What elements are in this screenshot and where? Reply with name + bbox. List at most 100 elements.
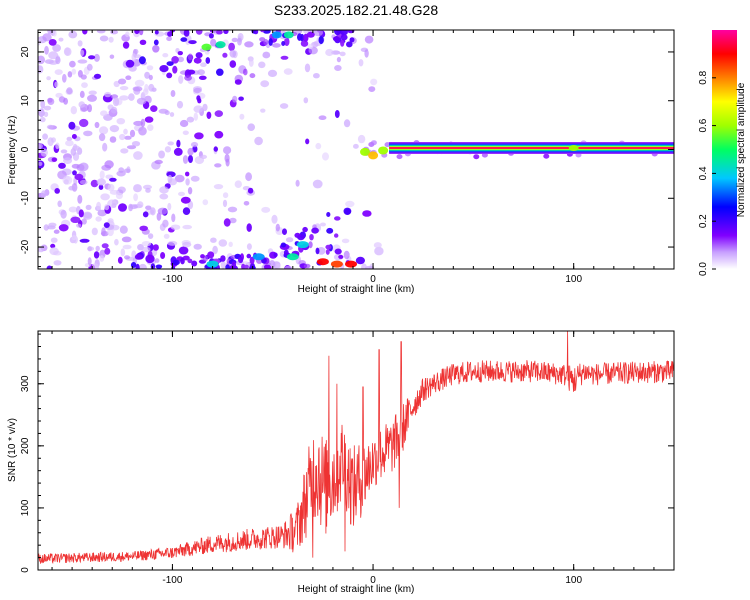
edge-blob <box>325 244 332 250</box>
noise-blob <box>214 130 224 139</box>
noise-blob <box>154 159 163 165</box>
noise-blob <box>341 238 350 244</box>
edge-blob <box>325 249 330 255</box>
noise-blob <box>284 37 290 46</box>
edge-blob <box>281 41 286 46</box>
noise-blob <box>77 194 83 204</box>
noise-blob <box>120 248 126 257</box>
noise-blob <box>91 227 98 236</box>
noise-blob <box>170 90 176 97</box>
noise-blob <box>322 152 329 161</box>
edge-blob <box>225 264 230 269</box>
snr-series-line <box>38 331 674 564</box>
noise-blob <box>104 204 110 211</box>
noise-blob <box>336 56 341 63</box>
snr-x-tick-label: 0 <box>370 575 376 586</box>
noise-blob <box>303 97 309 104</box>
noise-blob <box>283 68 293 75</box>
noise-blob <box>339 51 346 57</box>
noise-blob <box>197 69 205 76</box>
line-halo-blob <box>543 153 550 159</box>
noise-blob <box>99 126 109 135</box>
noise-blob <box>307 43 314 50</box>
figure-title: S233.2025.182.21.48.G28 <box>274 2 438 18</box>
noise-blob <box>318 115 327 120</box>
noise-blob <box>50 243 56 249</box>
noise-blob <box>38 246 45 253</box>
noise-blob <box>247 123 255 131</box>
noise-blob <box>90 179 99 188</box>
spectrogram-y-tick-label: 20 <box>20 46 31 58</box>
noise-blob <box>173 147 183 156</box>
noise-blob <box>154 258 160 263</box>
noise-blob <box>69 60 76 68</box>
noise-blob <box>44 45 49 55</box>
noise-blob <box>88 90 97 96</box>
edge-blob <box>134 254 143 260</box>
noise-blob <box>141 246 151 253</box>
noise-blob <box>182 207 191 216</box>
noise-blob <box>260 108 266 113</box>
noise-blob <box>245 172 253 182</box>
edge-blob <box>187 69 196 75</box>
edge-blob <box>300 40 309 47</box>
noise-blob <box>87 94 97 102</box>
snr-x-tick-label: 100 <box>565 575 582 586</box>
noise-blob <box>279 103 289 109</box>
noise-blob <box>110 106 118 114</box>
noise-blob <box>71 235 77 241</box>
noise-blob <box>112 97 120 107</box>
edge-blob <box>244 264 249 269</box>
noise-blob <box>68 206 78 213</box>
noise-blob <box>374 246 384 256</box>
noise-blob <box>65 140 74 147</box>
noise-blob <box>76 223 82 228</box>
noise-blob <box>202 103 208 112</box>
noise-blob <box>82 30 88 35</box>
noise-blob <box>156 212 162 221</box>
noise-blob <box>67 71 73 78</box>
edge-blob <box>216 68 224 76</box>
noise-blob <box>119 133 126 141</box>
noise-blob <box>119 225 128 234</box>
noise-blob <box>104 160 114 169</box>
edge-blob <box>171 56 179 64</box>
noise-blob <box>262 51 271 59</box>
noise-blob <box>141 241 152 247</box>
noise-blob <box>223 146 232 155</box>
noise-blob <box>152 244 159 251</box>
noise-blob <box>118 78 127 85</box>
noise-blob <box>102 142 108 152</box>
noise-blob <box>228 241 233 247</box>
noise-blob <box>79 179 88 185</box>
edge-blob <box>311 227 319 234</box>
noise-blob <box>62 175 73 185</box>
noise-blob <box>58 37 64 42</box>
bottom-feature-blob <box>296 241 309 249</box>
noise-blob <box>368 86 376 92</box>
noise-blob <box>68 30 78 39</box>
noise-blob <box>118 203 127 212</box>
noise-blob <box>163 233 170 239</box>
noise-blob <box>258 61 266 69</box>
noise-blob <box>80 49 85 56</box>
noise-blob <box>123 128 128 135</box>
noise-blob <box>147 233 154 240</box>
noise-blob <box>158 150 166 159</box>
noise-blob <box>93 53 100 62</box>
noise-blob <box>343 119 351 128</box>
noise-blob <box>93 251 100 259</box>
noise-blob <box>244 41 254 48</box>
spectrogram-y-tick-label: -20 <box>20 239 31 254</box>
snr-y-tick-label: 200 <box>20 437 31 454</box>
line-onset-blob <box>378 146 389 155</box>
noise-blob <box>190 141 199 148</box>
noise-blob <box>320 222 326 227</box>
noise-blob <box>182 155 189 164</box>
noise-blob <box>96 201 102 211</box>
noise-blob <box>234 180 242 188</box>
noise-blob <box>77 59 88 64</box>
edge-blob <box>180 257 185 265</box>
edge-blob <box>273 252 278 258</box>
noise-blob <box>119 95 129 101</box>
